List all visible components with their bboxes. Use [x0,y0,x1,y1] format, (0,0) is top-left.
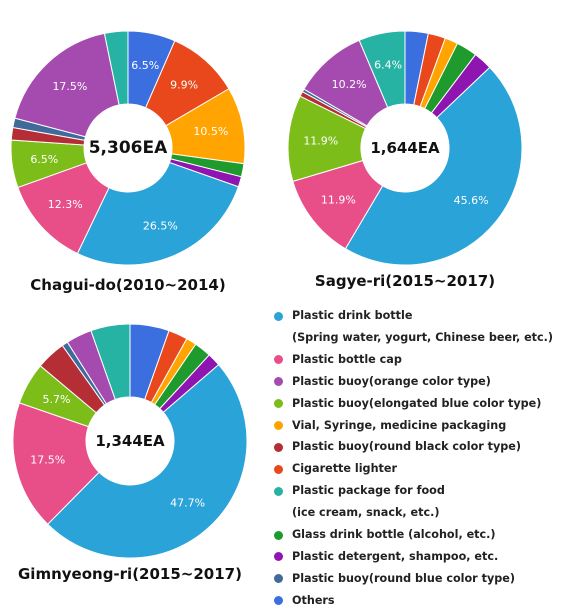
center-total: 1,644EA [370,139,440,157]
slice-plastic-package-for-food [358,30,406,109]
legend-swatch [274,530,283,540]
donut-chart-1: 6.5% 9.9% 10.5% 26.5% 12.3% 6.5% 17.5% 5,306EA C… [10,30,246,294]
slice-label: 10.2% [332,78,367,91]
legend-swatch [274,486,283,496]
slice-label: 17.5% [52,80,87,93]
center-total: 5,306EA [89,138,168,158]
legend-label: Vial, Syringe, medicine packaging [292,418,507,432]
legend-label: Glass drink bottle (alcohol, etc.) [292,528,496,542]
slice-label: 10.5% [193,125,228,138]
slice-label: 9.9% [170,78,198,91]
slice-label: 11.9% [321,194,356,207]
slice-plastic-package-for-food [103,30,129,106]
chart-title: Chagui-do(2010~2014) [30,276,225,294]
slice-plastic-drink-bottle [344,66,523,266]
legend-note: (ice cream, snack, etc.) [292,506,440,520]
legend-label: Plastic buoy(round blue color type) [292,571,515,585]
legend-item-plastic-buoy-round-blue-color-type: Plastic buoy(round blue color type) [274,568,569,590]
legend-label: Plastic buoy(orange color type) [292,374,491,388]
legend-label: Plastic bottle cap [292,352,402,366]
legend-item-plastic-drink-bottle: Plastic drink bottle (Spring water, yogur… [274,305,569,349]
legend-label: Plastic detergent, shampoo, etc. [292,549,499,563]
slice-plastic-drink-bottle [47,363,248,559]
legend-label: Plastic drink bottle [292,309,413,322]
legend-swatch [274,421,283,431]
slice-label: 6.5% [30,153,58,166]
legend-item-others: Others [274,590,569,612]
slice-label: 26.5% [143,220,178,233]
legend-swatch [274,377,283,387]
slice-plastic-bottle-cap [12,402,100,525]
slice-label: 17.5% [30,454,65,467]
legend-item-glass-drink-bottle-alcohol-etc: Glass drink bottle (alcohol, etc.) [274,524,569,546]
donut-chart-2: 45.6% 11.9% 11.9% 10.2% 6.4% 1,644EA Sagye-ri(… [287,30,523,290]
legend-item-plastic-bottle-cap: Plastic bottle cap [274,349,569,371]
slice-plastic-package-for-food [90,323,131,401]
slice-plastic-buoy-orange-color-type [14,32,120,138]
legend-swatch [274,442,283,452]
chart-title: Gimnyeong-ri(2015~2017) [18,565,242,583]
legend-swatch [274,311,283,321]
donut-charts: 6.5% 9.9% 10.5% 26.5% 12.3% 6.5% 17.5% 5,306EA C… [10,30,523,583]
legend-label: Plastic buoy(elongated blue color type) [292,396,542,410]
legend-label: Cigarette lighter [292,462,397,476]
donut-chart-3: 47.7% 17.5% 5.7% 1,344EA Gimnyeong-ri(2015~2… [12,323,248,583]
legend-label: Plastic package for food [292,484,445,498]
legend-item-plastic-detergent-shampoo-etc: Plastic detergent, shampoo, etc. [274,546,569,568]
legend-item-plastic-buoy-orange-color-type: Plastic buoy(orange color type) [274,371,569,393]
slice-label: 6.4% [374,59,402,72]
legend-swatch [274,399,283,409]
legend-note: (Spring water, yogurt, Chinese beer, etc… [292,330,554,344]
slice-plastic-drink-bottle [76,161,240,266]
legend-swatch [274,552,283,562]
slice-label: 5.7% [42,393,70,406]
legend-item-plastic-buoy-round-black-color-type: Plastic buoy(round black color type) [274,436,569,458]
legend-label: Others [292,593,335,607]
legend-item-plastic-buoy-elongated-blue-color-type: Plastic buoy(elongated blue color type) [274,393,569,415]
slice-label: 6.5% [131,59,159,72]
legend-swatch [274,574,283,584]
slice-label: 45.6% [454,194,489,207]
center-total: 1,344EA [95,432,165,450]
legend-swatch [274,464,283,474]
slice-label: 12.3% [48,198,83,211]
slice-label: 47.7% [170,496,205,509]
legend-swatch [274,355,283,365]
legend: Plastic drink bottle (Spring water, yogur… [274,305,569,612]
chart-title: Sagye-ri(2015~2017) [315,272,495,290]
legend-item-plastic-package-for-food: Plastic package for food (ice cream, snac… [274,480,569,524]
legend-item-cigarette-lighter: Cigarette lighter [274,458,569,480]
legend-label: Plastic buoy(round black color type) [292,440,522,454]
legend-item-vial-syringe-medicine-packaging: Vial, Syringe, medicine packaging [274,415,569,437]
slice-label: 11.9% [303,134,338,147]
